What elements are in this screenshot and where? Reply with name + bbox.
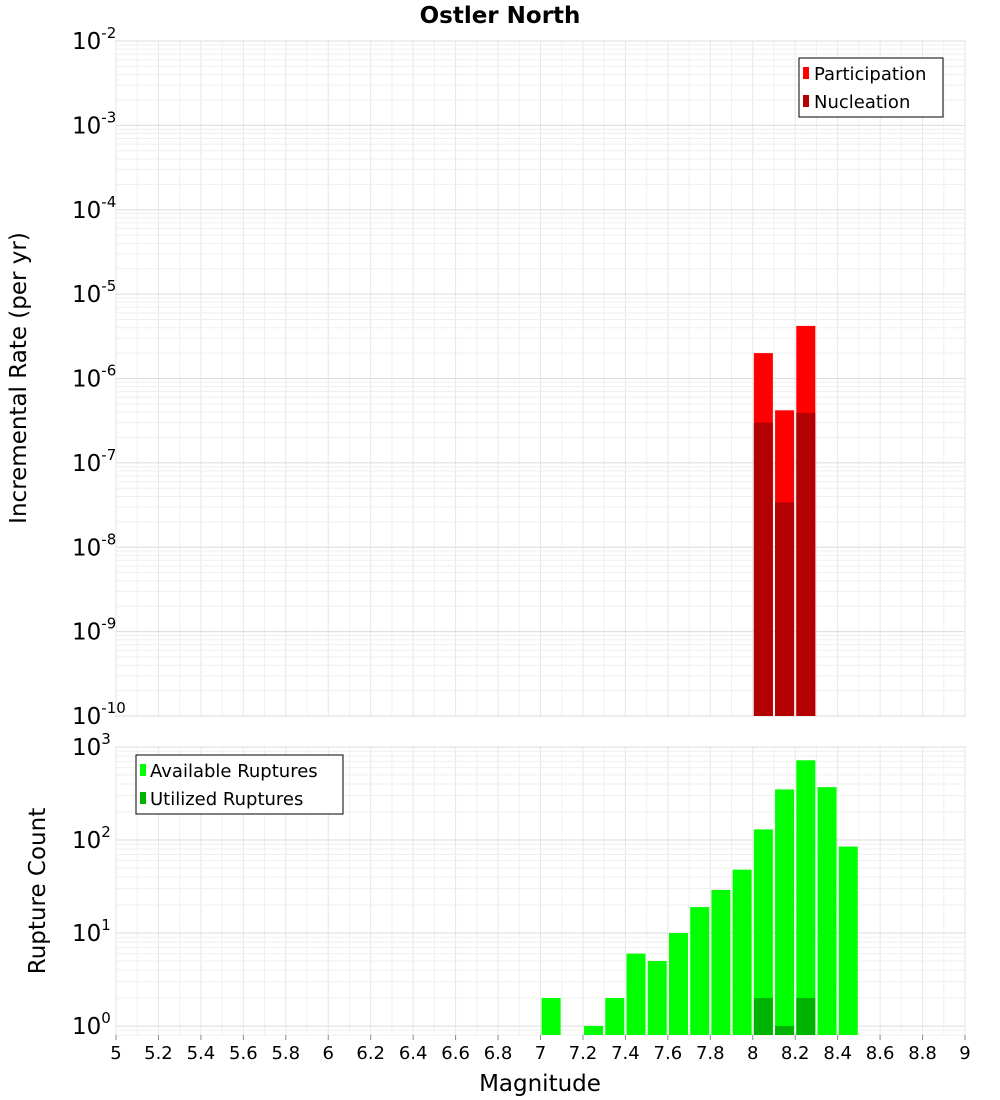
x-tick-label: 7.4: [611, 1043, 640, 1064]
count-y-tick-label: 100: [72, 1009, 111, 1040]
legend-swatch-nucleation: [803, 95, 809, 107]
count-bar-available-ruptures: [711, 889, 731, 1035]
legend-label-available: Available Ruptures: [150, 761, 318, 782]
x-tick-label: 5.8: [271, 1043, 300, 1064]
count-bar-available-ruptures: [668, 932, 688, 1035]
count-bar-available-ruptures: [541, 997, 561, 1035]
x-tick-label: 5: [110, 1043, 121, 1064]
rate-bar-nucleation: [796, 413, 816, 716]
x-tick-label: 7: [535, 1043, 546, 1064]
rate-bar-nucleation: [753, 422, 773, 716]
rate-y-tick-label: 10-8: [72, 530, 116, 561]
count-bar-utilized-ruptures: [796, 997, 816, 1035]
count-x-ticks: 5 5.2 5.4 5.6 5.8 6 6.2 6.4 6.6 6.8 7 7.2 7.4 7.6 7.8 8…: [110, 1035, 971, 1064]
legend-label-nucleation: Nucleation: [814, 92, 910, 113]
count-panel: 103 102 101 100 5 5.2 5.4 5.6 5.8 6 6.2 6.4 6.6 6.8 7…: [25, 730, 971, 1097]
count-y-ticks: 103 102 101 100: [72, 730, 111, 1040]
rate-y-tick-label: 10-9: [72, 615, 116, 646]
x-tick-label: 7.6: [654, 1043, 683, 1064]
count-legend: Available Ruptures Utilized Ruptures: [135, 754, 344, 815]
x-tick-label: 7.8: [696, 1043, 725, 1064]
rate-legend: Participation Nucleation: [798, 57, 944, 118]
count-bar-available-ruptures: [775, 789, 795, 1035]
chart-title: Ostler North: [420, 3, 581, 29]
x-axis-label: Magnitude: [479, 1071, 601, 1097]
x-tick-label: 5.6: [229, 1043, 258, 1064]
rate-y-tick-label: 10-4: [72, 193, 116, 224]
x-tick-label: 8.6: [866, 1043, 895, 1064]
count-bar-available-ruptures: [584, 1025, 604, 1035]
rate-y-tick-label: 10-7: [72, 446, 116, 477]
x-tick-label: 6.4: [399, 1043, 428, 1064]
count-y-tick-label: 102: [72, 823, 111, 854]
count-y-tick-label: 101: [72, 916, 111, 947]
count-bar-available-ruptures: [796, 760, 816, 1035]
count-y-axis-label: Rupture Count: [25, 808, 51, 974]
count-bar-available-ruptures: [647, 960, 667, 1035]
count-bar-available-ruptures: [626, 953, 646, 1035]
count-bar-utilized-ruptures: [753, 997, 773, 1035]
count-bar-available-ruptures: [690, 907, 710, 1035]
rate-bar-nucleation: [775, 502, 795, 716]
count-y-tick-label: 103: [72, 730, 111, 761]
legend-label-participation: Participation: [814, 64, 926, 85]
x-tick-label: 5.2: [144, 1043, 173, 1064]
x-tick-label: 7.2: [569, 1043, 598, 1064]
count-bar-utilized-ruptures: [775, 1025, 795, 1035]
rate-grid: [115, 40, 966, 717]
x-tick-label: 8.8: [908, 1043, 937, 1064]
rate-y-axis-label: Incremental Rate (per yr): [6, 232, 32, 524]
x-tick-label: 8: [747, 1043, 758, 1064]
count-bar-available-ruptures: [817, 787, 837, 1035]
count-legend-box: [135, 754, 344, 815]
rate-bars: [753, 325, 816, 716]
rate-y-tick-label: 10-2: [72, 24, 116, 55]
x-tick-label: 6: [323, 1043, 334, 1064]
rate-panel: 10-2 10-3 10-4 10-5 10-6 10-7 10-8 10-9 10-10 In…: [6, 24, 966, 730]
rate-y-tick-label: 10-3: [72, 108, 116, 139]
x-tick-label: 6.2: [356, 1043, 385, 1064]
x-tick-label: 9: [959, 1043, 970, 1064]
rate-y-ticks: 10-2 10-3 10-4 10-5 10-6 10-7 10-8 10-9 10-10: [72, 24, 126, 730]
count-bars: [541, 760, 858, 1035]
rate-y-tick-label: 10-10: [72, 699, 126, 730]
x-tick-label: 8.2: [781, 1043, 810, 1064]
count-bar-available-ruptures: [838, 846, 858, 1035]
legend-swatch-participation: [803, 67, 809, 79]
count-bar-available-ruptures: [605, 997, 625, 1035]
count-bar-available-ruptures: [753, 829, 773, 1035]
x-tick-label: 6.6: [441, 1043, 470, 1064]
x-tick-label: 6.8: [484, 1043, 513, 1064]
x-tick-label: 8.4: [823, 1043, 852, 1064]
rate-y-tick-label: 10-6: [72, 362, 116, 393]
count-bar-available-ruptures: [732, 869, 752, 1035]
rate-legend-box: [798, 57, 944, 118]
x-tick-label: 5.4: [187, 1043, 216, 1064]
legend-swatch-utilized: [140, 792, 146, 804]
rate-y-tick-label: 10-5: [72, 277, 116, 308]
legend-swatch-available: [140, 764, 146, 776]
legend-label-utilized: Utilized Ruptures: [150, 789, 303, 810]
